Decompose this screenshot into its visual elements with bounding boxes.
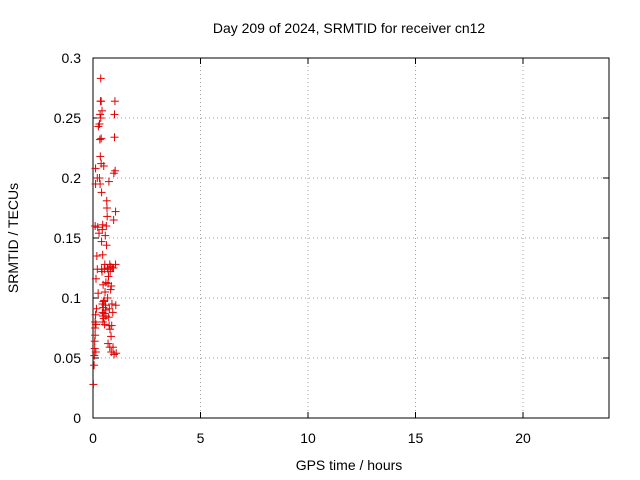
data-point xyxy=(95,174,104,182)
data-point xyxy=(105,325,114,334)
data-point xyxy=(96,114,105,122)
data-point xyxy=(91,348,100,356)
data-point xyxy=(102,241,111,250)
data-point xyxy=(96,180,105,188)
data-point xyxy=(104,272,113,281)
data-point xyxy=(102,222,111,230)
data-point xyxy=(110,110,119,119)
data-point xyxy=(91,310,100,319)
data-point xyxy=(95,120,104,128)
data-point xyxy=(92,274,101,283)
data-point xyxy=(101,231,110,240)
data-point xyxy=(95,229,104,238)
data-point xyxy=(96,152,105,161)
data-point xyxy=(108,308,117,317)
data-point xyxy=(97,237,106,246)
y-axis-label: SRMTID / TECUs xyxy=(5,183,21,293)
data-point xyxy=(104,177,113,186)
data-point xyxy=(92,252,101,260)
data-point xyxy=(104,339,113,348)
data-point xyxy=(99,162,108,170)
data-point xyxy=(96,74,105,83)
plot-area-frame xyxy=(92,57,610,419)
x-tick-label: 20 xyxy=(515,430,531,446)
data-point xyxy=(107,282,116,290)
x-tick-label: 0 xyxy=(89,430,97,446)
data-point xyxy=(112,349,121,358)
y-tick-label: 0 xyxy=(73,410,81,426)
data-point xyxy=(89,380,98,389)
data-point xyxy=(101,288,110,296)
y-tick-label: 0.25 xyxy=(54,110,81,126)
data-point xyxy=(111,260,120,269)
data-point xyxy=(110,97,119,106)
data-point xyxy=(107,332,116,341)
data-point xyxy=(91,164,100,173)
x-tick-label: 10 xyxy=(300,430,316,446)
data-point xyxy=(106,285,115,294)
grid-lines xyxy=(93,58,609,418)
data-point xyxy=(97,188,106,197)
data-point xyxy=(98,106,107,115)
data-point xyxy=(103,212,112,221)
chart-title: Day 209 of 2024, SRMTID for receiver cn1… xyxy=(213,20,486,36)
y-tick-label: 0.3 xyxy=(62,50,82,66)
data-point xyxy=(107,300,116,308)
data-point xyxy=(106,267,115,276)
data-point xyxy=(111,207,120,216)
data-point xyxy=(98,250,107,259)
data-point xyxy=(97,97,106,106)
data-point xyxy=(110,350,119,359)
data-point xyxy=(102,196,111,205)
data-point xyxy=(98,220,107,229)
data-point xyxy=(96,110,105,119)
y-tick-label: 0.15 xyxy=(54,230,81,246)
data-point xyxy=(91,331,100,340)
data-point xyxy=(107,321,116,330)
data-point xyxy=(103,294,112,302)
y-tick-label: 0.1 xyxy=(62,290,82,306)
data-point xyxy=(110,133,119,142)
data-point xyxy=(111,166,120,175)
data-points xyxy=(89,74,121,389)
data-point xyxy=(92,320,101,329)
data-point xyxy=(100,320,109,329)
data-point xyxy=(104,313,113,322)
data-point xyxy=(90,344,99,353)
data-point xyxy=(95,135,104,144)
data-point xyxy=(108,343,117,352)
y-tick-label: 0.2 xyxy=(62,170,82,186)
data-point xyxy=(102,204,111,212)
data-point xyxy=(94,289,103,298)
data-point xyxy=(97,134,106,143)
data-point xyxy=(111,301,120,310)
x-tick-label: 5 xyxy=(197,430,205,446)
data-point xyxy=(93,223,102,232)
data-point xyxy=(105,304,114,313)
axis-ticks: 0 5 10 15 20 0 0.05 0.1 0.15 0.2 0.25 0.3 xyxy=(54,50,609,446)
data-point xyxy=(92,304,101,313)
data-point xyxy=(109,264,118,272)
data-point xyxy=(90,351,99,360)
x-tick-label: 15 xyxy=(408,430,424,446)
y-tick-label: 0.05 xyxy=(54,350,81,366)
x-axis-label: GPS time / hours xyxy=(296,457,403,473)
data-point xyxy=(90,361,99,370)
data-point xyxy=(101,278,110,287)
data-point xyxy=(109,216,118,224)
